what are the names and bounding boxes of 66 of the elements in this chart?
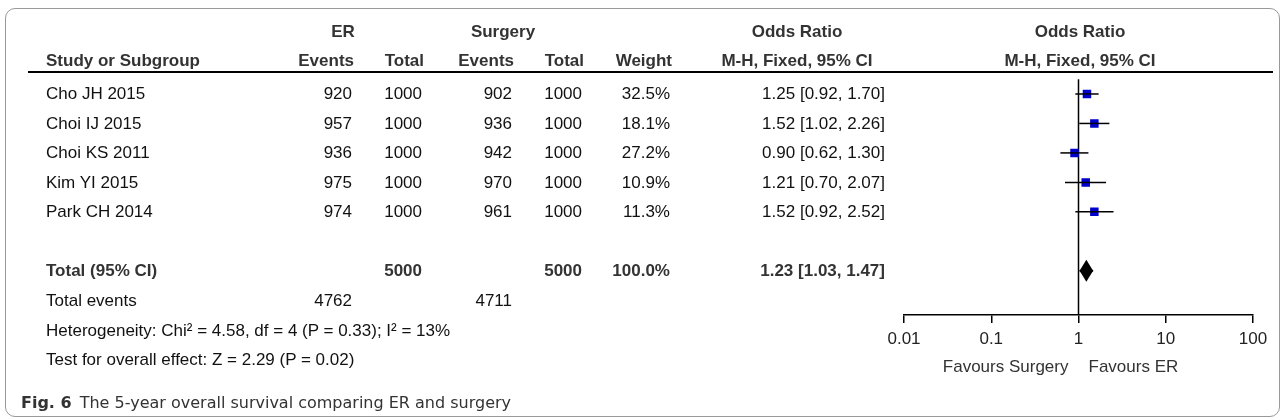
text: Fig. 6 — [21, 392, 72, 412]
text: Events — [298, 51, 354, 71]
data-label: 1000 — [384, 143, 422, 163]
data-label: 942 — [483, 143, 512, 163]
data-label: 936 — [323, 143, 352, 163]
text: Favours Surgery — [942, 356, 1069, 376]
data-label: 27.2% — [621, 143, 670, 163]
category-label: Choi IJ 2015 — [46, 113, 142, 134]
data-label: 1.25 [0.92, 1.70] — [762, 84, 885, 104]
data-label: 1.52 [0.92, 2.52] — [762, 202, 885, 222]
data-label: 1.21 [0.70, 2.07] — [762, 172, 885, 193]
data-label: 1000 — [384, 113, 422, 134]
data-label: 961 — [483, 202, 512, 222]
text: Odds Ratio — [751, 22, 843, 42]
data-label: 0.90 [0.62, 1.30] — [762, 143, 885, 163]
x-tick-label: 100 — [1238, 328, 1268, 348]
text: Heterogeneity: Chi² = 4.58, df = 4 (P = 0.33); I² = 13% — [46, 320, 451, 341]
data-label: 1000 — [544, 202, 582, 222]
data-label: 975 — [323, 172, 352, 193]
category-label: Total (95% CI) — [46, 261, 158, 281]
data-label: 5000 — [544, 261, 582, 281]
data-label: 11.3% — [623, 202, 670, 222]
chart-subtitle: M-H, Fixed, 95% CI — [1004, 51, 1156, 71]
text: Events — [458, 51, 514, 71]
text: Study or Subgroup — [46, 51, 200, 71]
text: Weight — [615, 51, 672, 71]
data-label: 1000 — [384, 172, 422, 193]
data-label: 32.5% — [621, 84, 670, 104]
category-label: Cho JH 2015 — [46, 84, 146, 104]
data-label: 1000 — [544, 113, 582, 134]
text: Test for overall effect: Z = 2.29 (P = 0.02) — [46, 350, 355, 370]
text: M-H, Fixed, 95% CI — [721, 51, 873, 71]
data-label: 10.9% — [621, 172, 670, 193]
data-label: 1.23 [1.03, 1.47] — [760, 261, 885, 281]
data-label: 18.1% — [621, 113, 670, 134]
text: Surgery — [470, 22, 536, 42]
category-label: Kim YI 2015 — [46, 172, 139, 193]
data-label: 5000 — [384, 261, 422, 281]
data-label: 4762 — [314, 290, 352, 311]
data-label: 974 — [323, 202, 352, 222]
x-tick-label: 10 — [1156, 328, 1176, 348]
x-tick-label: 1 — [1073, 328, 1084, 348]
data-label: 1.52 [1.02, 2.26] — [762, 113, 885, 134]
category-label: Choi KS 2011 — [46, 143, 150, 163]
text: Total — [544, 51, 584, 71]
text: ER — [331, 22, 355, 42]
text: Total — [384, 51, 424, 71]
data-label: 936 — [483, 113, 512, 134]
category-label: Total events — [46, 290, 137, 311]
text: The 5-year overall survival comparing ER and surgery — [79, 392, 512, 412]
x-tick-label: 0.1 — [979, 328, 1004, 348]
data-label: 970 — [483, 172, 512, 193]
chart-title: Odds Ratio — [1034, 22, 1126, 42]
data-label: 902 — [483, 84, 512, 104]
data-label: 100.0% — [612, 261, 670, 281]
category-label: Park CH 2014 — [46, 202, 153, 222]
text: Favours ER — [1088, 356, 1179, 376]
x-tick-label: 0.01 — [887, 328, 921, 348]
data-label: 1000 — [544, 143, 582, 163]
data-label: 1000 — [384, 84, 422, 104]
data-label: 4711 — [475, 290, 512, 311]
data-label: 957 — [323, 113, 352, 134]
data-label: 1000 — [544, 84, 582, 104]
data-label: 920 — [323, 84, 352, 104]
data-label: 1000 — [544, 172, 582, 193]
data-label: 1000 — [384, 202, 422, 222]
